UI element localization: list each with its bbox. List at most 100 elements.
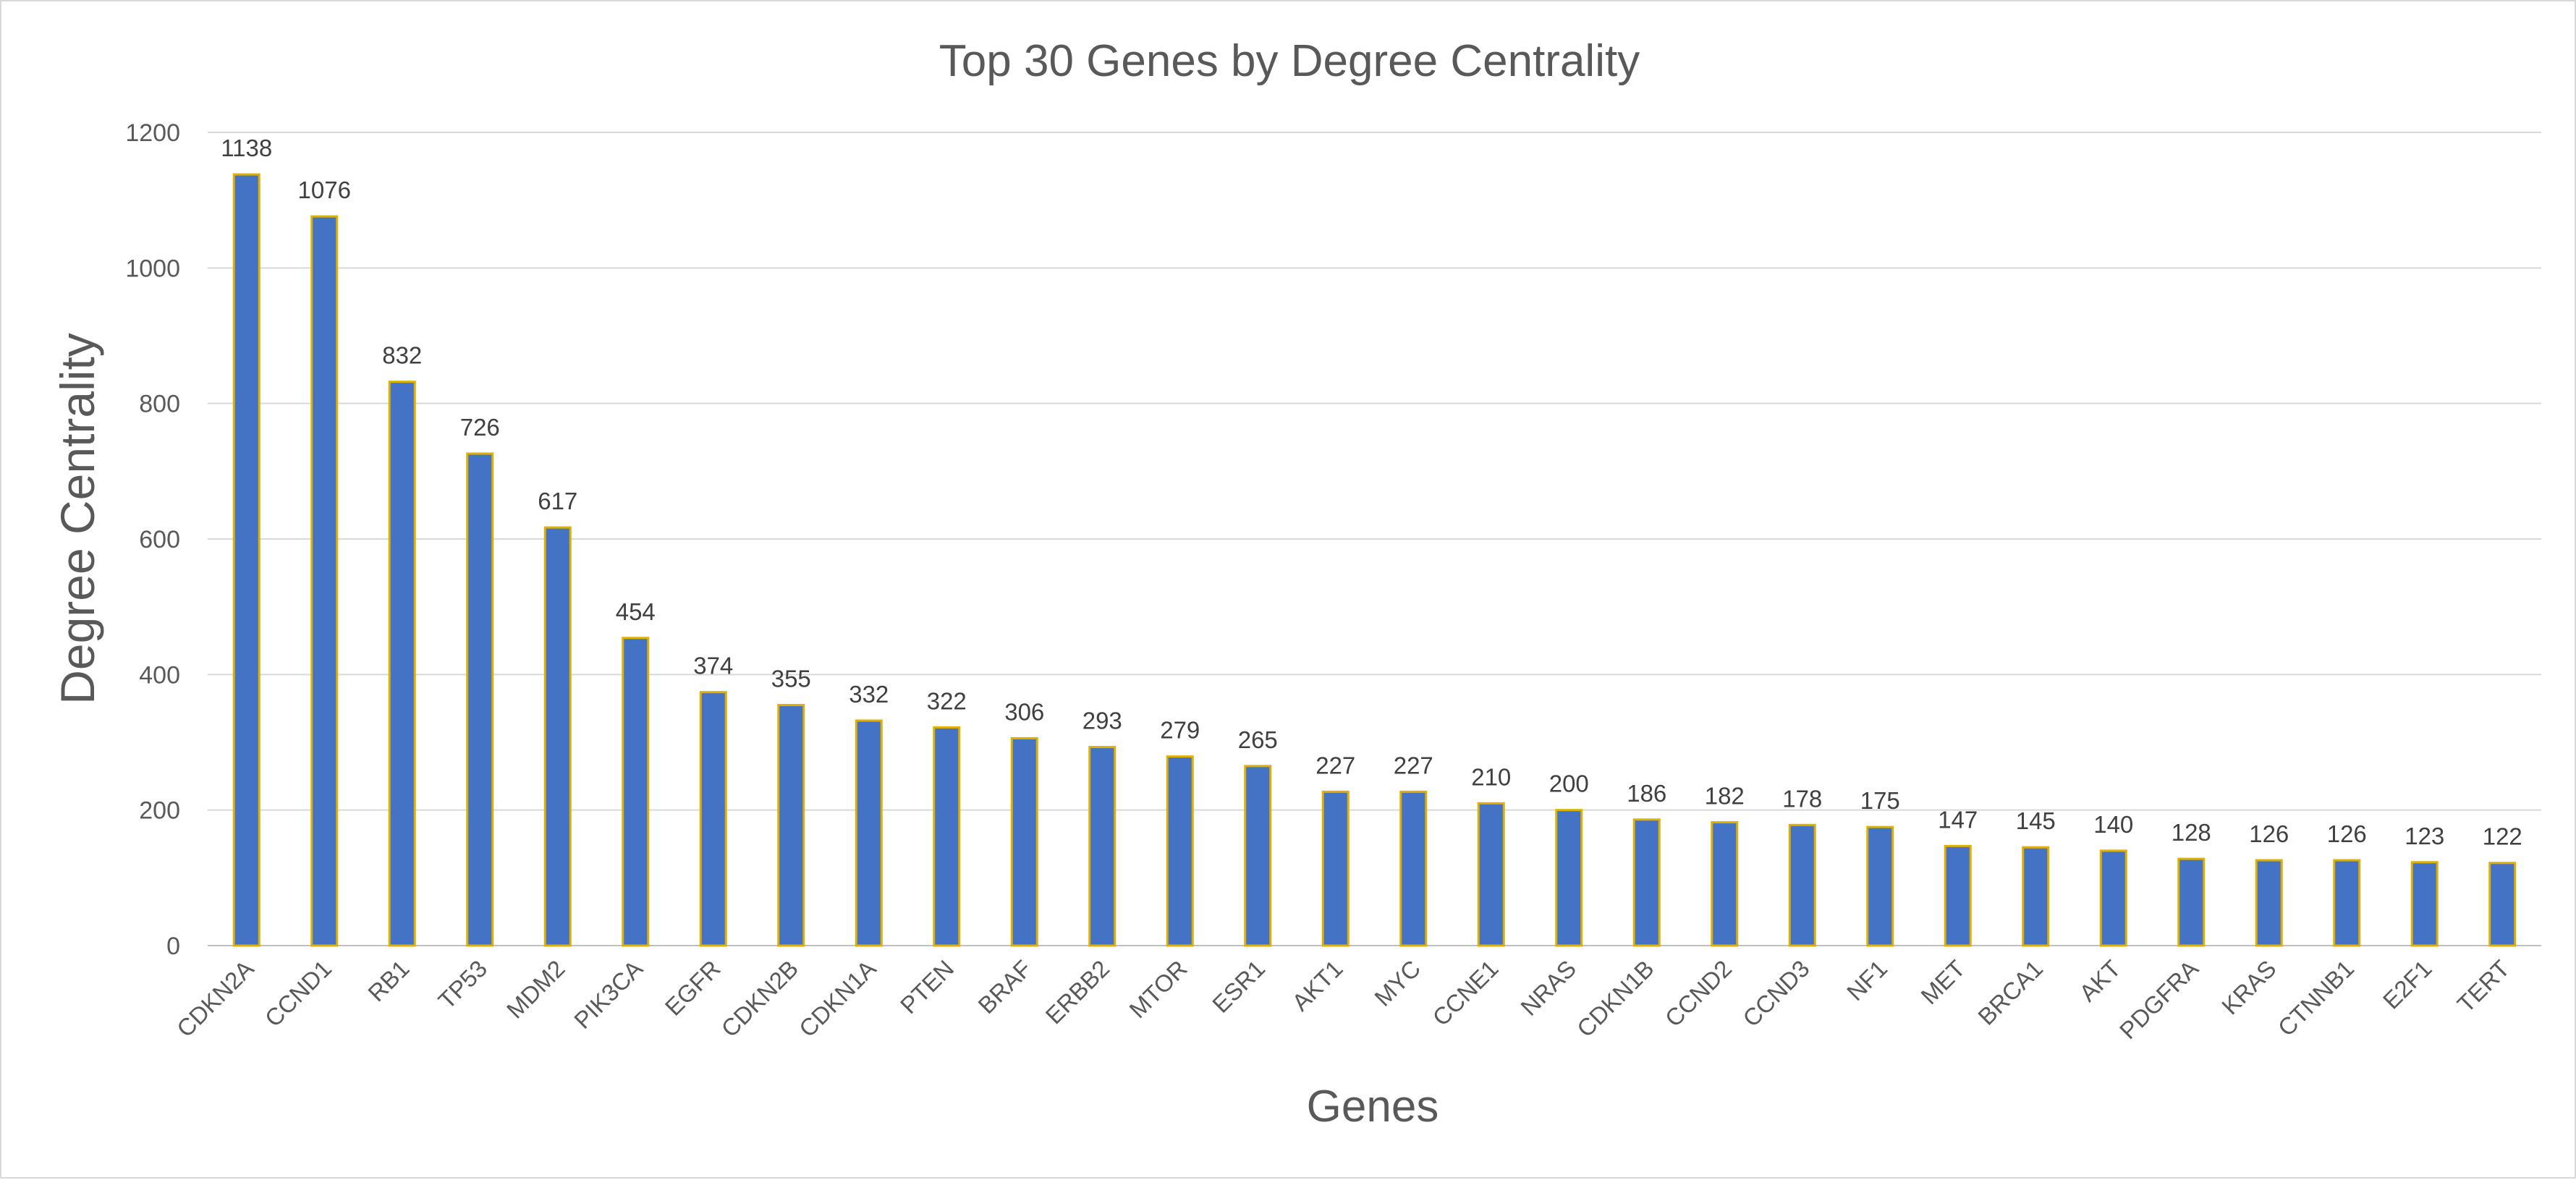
bar-cdkn2a [232,173,260,947]
bar-mdm2 [543,526,572,947]
bar-met [1944,844,1972,947]
data-label: 355 [771,665,811,692]
bars [232,173,2517,947]
bar-pik3ca [622,637,650,947]
bar-e2f1 [2410,861,2439,947]
data-label: 210 [1471,763,1511,790]
x-tick-label: CTNNB1 [2273,955,2360,1042]
data-label: 182 [1705,783,1745,810]
bar-ccnd2 [1711,821,1739,947]
x-tick-label: E2F1 [2378,955,2437,1014]
bar-ccnd1 [310,215,339,947]
data-label: 227 [1394,752,1433,778]
data-label: 140 [2093,811,2133,838]
bar-pten [933,726,961,947]
x-tick-label: PTEN [895,955,959,1019]
data-label: 332 [849,681,889,708]
x-tick-label: CDKN2A [171,955,259,1043]
bar-cdkn2b [777,703,805,947]
bar-ccnd3 [1788,823,1816,947]
bar-tp53 [466,452,494,947]
bar-brca1 [2022,846,2050,947]
bar-akt1 [1321,790,1350,947]
bar-cdkn1a [855,719,883,947]
x-tick-label: PIK3CA [569,955,648,1034]
bar-myc [1399,790,1428,947]
y-tick-label: 0 [166,933,180,960]
bar-egfr [699,691,727,947]
x-tick-label: TP53 [433,955,492,1014]
x-tick-label: BRAF [973,955,1036,1019]
x-tick-label: CDKN1B [1572,955,1659,1043]
data-label: 227 [1315,752,1355,778]
bar-kras [2255,859,2283,947]
x-tick-label: MDM2 [501,955,570,1024]
y-tick-label: 200 [139,797,180,825]
x-tick-label: PDGFRA [2114,955,2203,1044]
data-label: 279 [1160,717,1200,744]
bar-nras [1555,809,1583,947]
x-tick-label: BRCA1 [1973,955,2048,1030]
bar-esr1 [1244,765,1272,947]
bar-ccne1 [1477,802,1505,947]
x-tick-label: EGFR [660,955,726,1021]
x-tick-label: KRAS [2216,955,2281,1020]
y-axis-title: Degree Centrality [51,333,104,705]
x-axis-title: Genes [1307,1082,1439,1132]
x-tick-label: AKT [2074,955,2126,1007]
data-label: 726 [460,414,500,441]
data-label: 147 [1938,806,1978,833]
x-tick-label: ERBB2 [1041,955,1115,1030]
data-label: 178 [1782,785,1822,812]
bar-akt [2099,849,2127,947]
x-tick-label: ESR1 [1207,955,1270,1018]
y-tick-label: 1000 [125,255,180,282]
data-labels: 1138 1076 832 726 617 454 374 355 332 322 306 293 27… [221,135,2522,850]
bar-ctnnb1 [2333,859,2361,947]
bar-nf1 [1866,825,1894,947]
x-tick-label: NRAS [1515,955,1581,1021]
y-axis-tick-labels: 0 200 400 600 800 1000 1200 [125,119,180,960]
data-label: 374 [693,653,733,679]
bar-rb1 [388,381,416,947]
data-label: 306 [1004,698,1044,725]
bar-tert [2488,862,2517,947]
bar-pdgfra [2177,857,2206,947]
bar-cdkn1b [1632,818,1661,947]
x-tick-label: CCND1 [260,955,337,1032]
bar-mtor [1166,755,1194,947]
data-label: 126 [2249,820,2289,847]
data-label: 322 [927,687,967,714]
y-tick-label: 600 [139,526,180,553]
x-tick-label: MTOR [1124,955,1192,1023]
data-label: 128 [2172,819,2211,846]
data-label: 617 [538,488,577,514]
data-label: 832 [382,342,422,369]
data-label: 122 [2483,823,2522,850]
data-label: 145 [2016,807,2056,834]
x-tick-label: AKT1 [1287,955,1348,1016]
x-tick-label: CDKN2B [716,955,803,1043]
chart-title: Top 30 Genes by Degree Centrality [939,36,1640,86]
x-tick-label: MET [1915,955,1970,1009]
data-label: 454 [616,598,656,625]
x-tick-label: NF1 [1842,955,1892,1006]
data-label: 123 [2405,823,2444,849]
data-label: 200 [1549,771,1589,797]
y-tick-label: 800 [139,391,180,418]
gridlines [208,132,2541,946]
data-label: 1076 [298,177,351,203]
bar-erbb2 [1088,746,1117,947]
y-tick-label: 400 [139,661,180,689]
data-label: 265 [1238,726,1278,753]
data-label: 186 [1627,780,1666,807]
x-tick-label: CCND3 [1737,955,1815,1032]
bar-braf [1010,737,1038,947]
data-label: 1138 [221,135,272,161]
x-tick-label: CCNE1 [1427,955,1503,1031]
data-label: 175 [1860,787,1900,814]
data-label: 293 [1082,708,1122,734]
